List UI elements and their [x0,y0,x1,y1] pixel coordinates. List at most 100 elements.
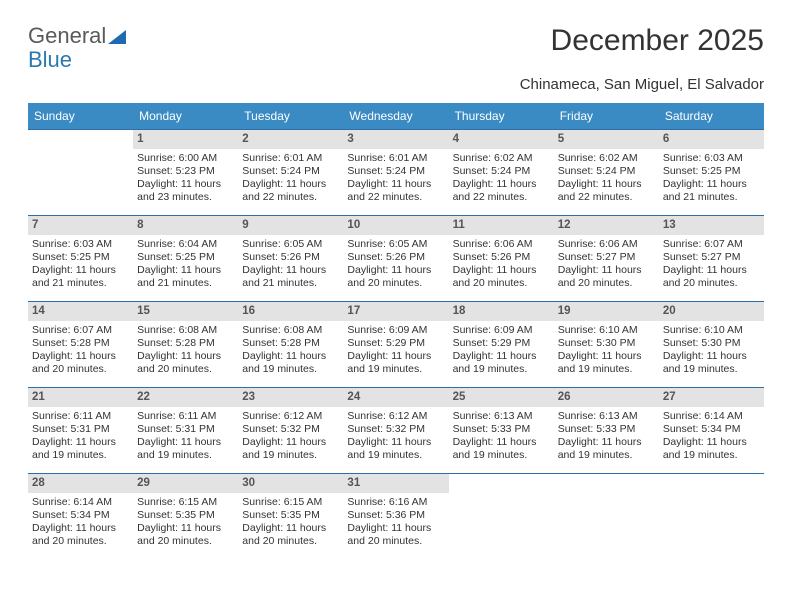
sunset-line: Sunset: 5:27 PM [558,251,655,264]
day-number: 23 [238,388,343,406]
sunset-line: Sunset: 5:32 PM [347,423,444,436]
sunrise-line: Sunrise: 6:15 AM [242,496,339,509]
weekday-header: Saturday [659,103,764,130]
sunset-line: Sunset: 5:29 PM [347,337,444,350]
sunrise-line: Sunrise: 6:08 AM [242,324,339,337]
calendar-cell: 4 Sunrise: 6:02 AMSunset: 5:24 PMDaylight… [449,130,554,216]
daylight-line: Daylight: 11 hours and 20 minutes. [347,522,444,548]
calendar-cell: 1Sunrise: 6:00 AMSunset: 5:23 PMDaylight… [133,130,238,216]
calendar-cell: 2 Sunrise: 6:01 AMSunset: 5:24 PMDaylight… [238,130,343,216]
daylight-line: Daylight: 11 hours and 19 minutes. [32,436,129,462]
daylight-line: Daylight: 11 hours and 23 minutes. [137,178,234,204]
calendar-table: SundayMondayTuesdayWednesdayThursdayFrid… [28,103,764,560]
calendar-cell: 3Sunrise: 6:01 AMSunset: 5:24 PMDaylight… [343,130,448,216]
sunset-line: Sunset: 5:24 PM [453,165,550,178]
sunrise-line: Sunrise: 6:13 AM [453,410,550,423]
sunrise-line: Sunrise: 6:06 AM [453,238,550,251]
weekday-header: Monday [133,103,238,130]
day-details: Sunrise: 6:09 AMSunset: 5:29 PMDaylight:… [453,324,550,377]
sunrise-line: Sunrise: 6:13 AM [558,410,655,423]
daylight-line: Daylight: 11 hours and 22 minutes. [242,178,339,204]
sunset-line: Sunset: 5:30 PM [558,337,655,350]
daylight-line: Daylight: 11 hours and 20 minutes. [347,264,444,290]
day-number: 18 [449,302,554,320]
calendar-cell: 16Sunrise: 6:08 AMSunset: 5:28 PMDayligh… [238,302,343,388]
sunrise-line: Sunrise: 6:03 AM [32,238,129,251]
day-number: 7 [28,216,133,234]
sunset-line: Sunset: 5:33 PM [453,423,550,436]
sunset-line: Sunset: 5:34 PM [663,423,760,436]
day-number: 29 [133,474,238,492]
sunrise-line: Sunrise: 6:11 AM [137,410,234,423]
day-number: 28 [28,474,133,492]
sunset-line: Sunset: 5:24 PM [558,165,655,178]
sunset-line: Sunset: 5:26 PM [242,251,339,264]
sunrise-line: Sunrise: 6:00 AM [137,152,234,165]
day-details: Sunrise: 6:11 AMSunset: 5:31 PMDaylight:… [137,410,234,463]
day-number: 2 [238,130,343,148]
daylight-line: Daylight: 11 hours and 20 minutes. [32,350,129,376]
day-details: Sunrise: 6:01 AMSunset: 5:24 PMDaylight:… [242,152,339,205]
calendar-cell: 23Sunrise: 6:12 AMSunset: 5:32 PMDayligh… [238,388,343,474]
day-details: Sunrise: 6:15 AMSunset: 5:35 PMDaylight:… [242,496,339,549]
daylight-line: Daylight: 11 hours and 19 minutes. [453,436,550,462]
sunset-line: Sunset: 5:35 PM [242,509,339,522]
calendar-cell: 30Sunrise: 6:15 AMSunset: 5:35 PMDayligh… [238,474,343,560]
day-details: Sunrise: 6:15 AMSunset: 5:35 PMDaylight:… [137,496,234,549]
sunrise-line: Sunrise: 6:01 AM [242,152,339,165]
calendar-week-row: 7Sunrise: 6:03 AMSunset: 5:25 PMDaylight… [28,216,764,302]
daylight-line: Daylight: 11 hours and 20 minutes. [137,522,234,548]
calendar-cell [659,474,764,560]
sunrise-line: Sunrise: 6:15 AM [137,496,234,509]
daylight-line: Daylight: 11 hours and 20 minutes. [137,350,234,376]
daylight-line: Daylight: 11 hours and 22 minutes. [347,178,444,204]
day-details: Sunrise: 6:14 AMSunset: 5:34 PMDaylight:… [663,410,760,463]
sunrise-line: Sunrise: 6:09 AM [453,324,550,337]
day-number: 25 [449,388,554,406]
calendar-cell: 25 Sunrise: 6:13 AMSunset: 5:33 PMDayligh… [449,388,554,474]
sunset-line: Sunset: 5:30 PM [663,337,760,350]
daylight-line: Daylight: 11 hours and 20 minutes. [663,264,760,290]
sunset-line: Sunset: 5:35 PM [137,509,234,522]
sunset-line: Sunset: 5:25 PM [663,165,760,178]
day-details: Sunrise: 6:01 AMSunset: 5:24 PMDaylight:… [347,152,444,205]
calendar-week-row: 14Sunrise: 6:07 AMSunset: 5:28 PMDayligh… [28,302,764,388]
day-number: 12 [554,216,659,234]
day-number: 4 [449,130,554,148]
sunset-line: Sunset: 5:28 PM [242,337,339,350]
sunset-line: Sunset: 5:33 PM [558,423,655,436]
sunrise-line: Sunrise: 6:04 AM [137,238,234,251]
weekday-header: Sunday [28,103,133,130]
day-details: Sunrise: 6:02 AMSunset: 5:24 PMDaylight:… [453,152,550,205]
daylight-line: Daylight: 11 hours and 19 minutes. [558,436,655,462]
day-details: Sunrise: 6:14 AMSunset: 5:34 PMDaylight:… [32,496,129,549]
sunrise-line: Sunrise: 6:10 AM [663,324,760,337]
day-number: 22 [133,388,238,406]
sunset-line: Sunset: 5:31 PM [137,423,234,436]
sunset-line: Sunset: 5:32 PM [242,423,339,436]
day-details: Sunrise: 6:08 AMSunset: 5:28 PMDaylight:… [137,324,234,377]
day-number: 17 [343,302,448,320]
brand-triangle-icon [108,30,126,44]
daylight-line: Daylight: 11 hours and 19 minutes. [663,350,760,376]
calendar-cell: 5Sunrise: 6:02 AMSunset: 5:24 PMDaylight… [554,130,659,216]
daylight-line: Daylight: 11 hours and 19 minutes. [242,436,339,462]
daylight-line: Daylight: 11 hours and 19 minutes. [453,350,550,376]
sunrise-line: Sunrise: 6:01 AM [347,152,444,165]
day-details: Sunrise: 6:13 AMSunset: 5:33 PMDaylight:… [558,410,655,463]
calendar-cell: 8Sunrise: 6:04 AMSunset: 5:25 PMDaylight… [133,216,238,302]
day-number: 11 [449,216,554,234]
calendar-cell [449,474,554,560]
day-number: 19 [554,302,659,320]
weekday-header: Tuesday [238,103,343,130]
sunrise-line: Sunrise: 6:03 AM [663,152,760,165]
sunrise-line: Sunrise: 6:12 AM [347,410,444,423]
calendar-cell [554,474,659,560]
calendar-cell: 28 Sunrise: 6:14 AMSunset: 5:34 PMDayligh… [28,474,133,560]
brand-line1: General [28,23,106,48]
sunset-line: Sunset: 5:24 PM [242,165,339,178]
sunset-line: Sunset: 5:24 PM [347,165,444,178]
sunrise-line: Sunrise: 6:05 AM [347,238,444,251]
day-number: 1 [133,130,238,148]
daylight-line: Daylight: 11 hours and 19 minutes. [137,436,234,462]
